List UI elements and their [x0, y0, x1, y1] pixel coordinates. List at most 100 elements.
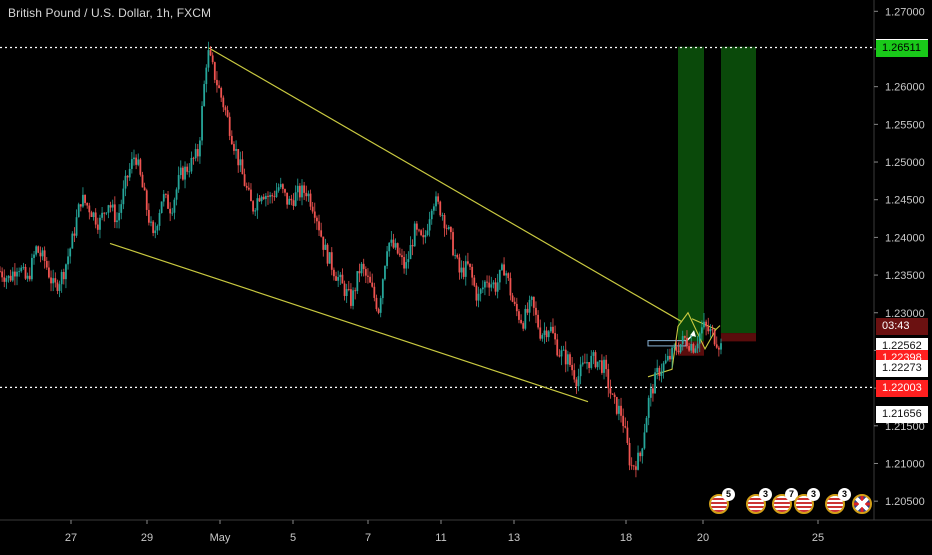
candle-body — [581, 362, 584, 365]
candle-body — [528, 299, 531, 313]
candle-body — [194, 149, 197, 159]
candle-body — [267, 195, 269, 197]
candle-body — [162, 194, 165, 202]
candle-body — [130, 159, 133, 169]
candle-body — [464, 261, 467, 277]
candle-body — [139, 159, 142, 175]
candle-body — [107, 205, 110, 213]
candle-body — [360, 263, 363, 274]
candle-body — [452, 232, 454, 256]
candle-body — [717, 347, 720, 350]
candle-body — [549, 326, 552, 332]
candle-body — [607, 369, 610, 389]
candle-body — [50, 277, 52, 284]
candle-body — [43, 250, 46, 262]
event-marker[interactable] — [746, 494, 766, 514]
candle-body — [335, 276, 337, 281]
candle-body — [441, 215, 444, 216]
candle-body — [481, 287, 484, 290]
candle-body — [109, 205, 112, 208]
candle-body — [35, 246, 38, 255]
candle-body — [352, 290, 354, 306]
candle-body — [226, 110, 229, 117]
candle-body — [313, 211, 316, 218]
candle-body — [420, 230, 423, 236]
candle-body — [137, 159, 140, 165]
candle-body — [635, 466, 637, 470]
candle-body — [279, 184, 282, 188]
flag-icon-us — [711, 496, 727, 512]
candle-body — [154, 230, 157, 234]
candle-body — [479, 289, 482, 294]
x-tick-label: 5 — [290, 532, 296, 544]
candle-body — [494, 282, 497, 292]
candle-body — [709, 329, 712, 332]
candle-body — [39, 252, 42, 257]
candle-body — [526, 308, 529, 313]
candle-body — [698, 333, 701, 344]
candle-body — [443, 215, 446, 229]
candle-body — [88, 205, 91, 213]
price-label: 1.22003 — [876, 379, 928, 397]
candle-body — [594, 352, 597, 368]
candle-body — [401, 255, 403, 258]
candle-body — [509, 278, 512, 296]
candle-body — [681, 336, 684, 345]
candle-body — [328, 252, 331, 264]
candle-body — [628, 442, 631, 466]
candle-body — [301, 185, 303, 198]
trendline — [109, 242, 589, 403]
candle-body — [503, 264, 505, 276]
candle-body — [520, 319, 522, 324]
candle-body — [186, 166, 189, 172]
candle-body — [388, 242, 391, 252]
candle-body — [281, 184, 284, 190]
candle-body — [588, 362, 591, 368]
candle-body — [69, 248, 72, 257]
flag-icon-us — [748, 496, 764, 512]
candle-body — [605, 359, 608, 370]
candle-body — [488, 282, 491, 288]
candle-body — [524, 308, 527, 329]
candle-body — [626, 427, 629, 443]
candle-body — [683, 336, 686, 338]
candle-body — [184, 166, 186, 180]
candle-body — [547, 331, 550, 338]
candle-body — [688, 346, 690, 351]
candle-body — [290, 198, 293, 201]
candle-body — [337, 277, 340, 281]
candle-body — [94, 212, 97, 225]
candle-body — [409, 245, 412, 260]
candle-body — [350, 289, 352, 306]
event-marker[interactable] — [852, 494, 872, 514]
candle-body — [3, 277, 6, 282]
candle-body — [583, 362, 586, 364]
candle-body — [1, 271, 4, 278]
candle-body — [235, 149, 237, 151]
candle-body — [375, 297, 378, 310]
candle-body — [656, 367, 659, 373]
stop-zone — [721, 333, 756, 342]
event-count-badge: 3 — [838, 488, 851, 501]
candle-body — [224, 107, 227, 111]
candle-body — [20, 267, 23, 272]
candle-body — [490, 284, 493, 288]
candle-body — [124, 175, 127, 189]
candle-body — [252, 201, 254, 212]
candle-body — [369, 276, 371, 283]
candle-body — [711, 329, 714, 331]
candle-body — [128, 168, 131, 178]
candle-body — [101, 212, 103, 218]
candle-body — [486, 281, 488, 283]
candle-body — [164, 194, 167, 195]
x-tick-label: 11 — [435, 532, 446, 544]
flag-icon-us — [827, 496, 843, 512]
candle-body — [116, 220, 118, 223]
candle-body — [513, 301, 516, 304]
candle-body — [343, 283, 346, 296]
candle-body — [713, 330, 716, 345]
candle-body — [545, 330, 548, 338]
candle-body — [260, 196, 263, 202]
